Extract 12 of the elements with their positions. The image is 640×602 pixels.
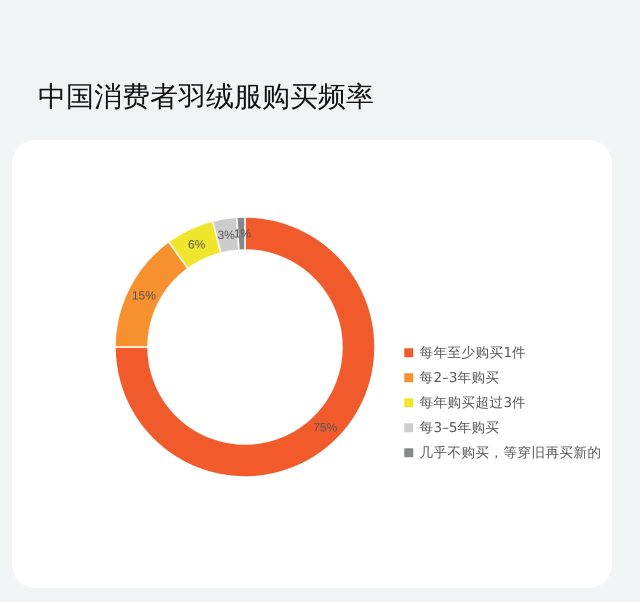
data-label: 3% bbox=[217, 228, 236, 242]
legend-label: 每2–3年购买 bbox=[420, 370, 500, 386]
data-label: 15% bbox=[132, 288, 156, 302]
data-label: 6% bbox=[188, 237, 206, 252]
data-label: 75% bbox=[313, 420, 338, 434]
legend-label: 几乎不购买，等穿旧再买新的 bbox=[420, 444, 602, 461]
legend-label: 每年购买超过3件 bbox=[420, 394, 526, 411]
legend-label: 每年至少购买1件 bbox=[420, 344, 526, 361]
data-label: 1% bbox=[234, 226, 252, 241]
legend-label: 每3–5年购买 bbox=[420, 420, 500, 436]
chart-title: 中国消费者羽绒服购买频率 bbox=[38, 80, 374, 113]
donut-slice bbox=[114, 216, 376, 478]
